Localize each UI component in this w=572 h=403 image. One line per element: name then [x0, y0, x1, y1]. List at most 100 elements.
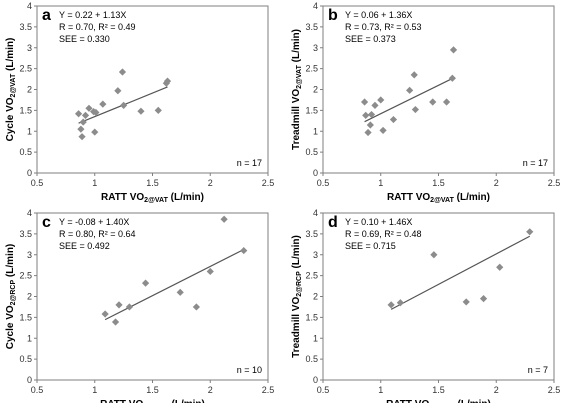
x-tick-label: 1	[378, 178, 383, 188]
y-tick-label: 2	[313, 85, 318, 95]
data-point	[240, 246, 248, 255]
y-tick-label: 1.5	[19, 105, 32, 115]
data-point	[79, 118, 87, 126]
data-point	[430, 251, 438, 259]
y-tick-label: 1	[27, 333, 32, 343]
data-point	[77, 125, 85, 133]
data-point	[410, 71, 418, 79]
data-point	[92, 108, 100, 117]
data-point	[526, 228, 534, 236]
panel-letter: a	[42, 7, 51, 24]
y-tick-label: 1	[313, 126, 318, 136]
x-tick-label: 2	[494, 385, 499, 395]
y-tick-label: 1.5	[305, 312, 318, 322]
regression-line	[390, 235, 531, 310]
data-point	[479, 294, 488, 303]
x-axis-title: RATT VO2@VAT (L/min)	[101, 192, 204, 204]
y-tick-label: 0	[27, 375, 32, 385]
data-point	[176, 288, 184, 296]
y-tick-label: 1	[27, 126, 32, 136]
y-tick-label: 1	[313, 333, 318, 343]
y-tick-label: 4	[313, 208, 318, 218]
data-point	[387, 301, 395, 309]
y-axis-title: Cycle VO2@VAT (L/min)	[5, 38, 17, 142]
data-point	[101, 310, 109, 318]
data-point	[114, 87, 122, 95]
regression-equation: Y = 0.10 + 1.46X	[345, 217, 412, 227]
data-point	[429, 98, 437, 106]
data-point	[220, 215, 228, 223]
y-tick-label: 3.5	[305, 22, 318, 32]
sample-size-label: n = 7	[528, 365, 548, 375]
data-point	[496, 263, 504, 271]
y-tick-label: 3	[27, 43, 32, 53]
data-point	[449, 46, 458, 54]
y-tick-label: 3	[313, 250, 318, 260]
data-point	[91, 128, 99, 136]
data-point	[396, 299, 404, 307]
y-tick-label: 2	[27, 292, 32, 302]
sample-size-label: n = 17	[237, 158, 262, 168]
x-axis-title: RATT VO2@VAT (L/min)	[387, 192, 490, 204]
y-tick-label: 1.5	[19, 312, 32, 322]
y-tick-label: 3.5	[19, 22, 32, 32]
y-tick-label: 0.5	[19, 354, 32, 364]
see-value: SEE = 0.715	[345, 241, 396, 251]
y-axis-title: Treadmill VO2@RCP (L/min)	[291, 235, 303, 358]
x-axis-title: RATT VO2@RCP (L/min)	[386, 399, 491, 403]
data-point	[141, 279, 150, 287]
y-tick-label: 0.5	[19, 147, 32, 157]
data-point	[81, 111, 90, 119]
y-tick-label: 3	[27, 250, 32, 260]
data-point	[115, 301, 123, 309]
x-tick-label: 1.5	[146, 178, 159, 188]
y-tick-label: 3	[313, 43, 318, 53]
x-tick-label: 2.5	[262, 385, 275, 395]
regression-line	[104, 248, 245, 321]
x-tick-label: 1	[92, 178, 97, 188]
data-point	[206, 267, 214, 276]
x-tick-label: 2.5	[548, 178, 561, 188]
data-point	[371, 101, 379, 109]
x-tick-label: 1.5	[432, 385, 445, 395]
y-tick-label: 1.5	[305, 105, 318, 115]
data-point	[125, 303, 133, 311]
data-point	[78, 133, 86, 141]
y-tick-label: 0	[313, 168, 318, 178]
data-point	[111, 318, 120, 326]
data-point	[364, 128, 372, 137]
x-tick-label: 2.5	[262, 178, 275, 188]
y-axis-title: Treadmill VO2@VAT (L/min)	[291, 29, 303, 150]
panel-letter: b	[328, 7, 338, 24]
data-point	[379, 126, 387, 135]
y-tick-label: 4	[313, 1, 318, 11]
y-tick-label: 2	[27, 85, 32, 95]
data-point	[154, 106, 162, 114]
data-point	[442, 98, 451, 106]
regression-equation: Y = 0.06 + 1.36X	[345, 10, 412, 20]
y-tick-label: 2.5	[19, 271, 32, 281]
correlation-stats: R = 0.70, R² = 0.49	[59, 22, 136, 32]
x-tick-label: 2	[494, 178, 499, 188]
data-point	[137, 107, 145, 115]
sample-size-label: n = 10	[237, 365, 262, 375]
data-point	[192, 303, 200, 311]
data-point	[411, 105, 419, 114]
y-tick-label: 0.5	[305, 147, 318, 157]
y-tick-label: 0.5	[305, 354, 318, 364]
y-tick-label: 0	[27, 168, 32, 178]
y-tick-label: 0	[313, 375, 318, 385]
data-point	[360, 98, 369, 106]
data-point	[362, 111, 370, 119]
y-tick-label: 2	[313, 292, 318, 302]
data-point	[163, 77, 172, 85]
x-tick-label: 0.5	[31, 178, 44, 188]
see-value: SEE = 0.492	[59, 241, 110, 251]
y-tick-label: 3.5	[19, 229, 32, 239]
data-point	[99, 100, 107, 108]
regression-equation: Y = 0.22 + 1.13X	[59, 10, 126, 20]
y-tick-label: 2.5	[19, 64, 32, 74]
x-tick-label: 2	[208, 385, 213, 395]
